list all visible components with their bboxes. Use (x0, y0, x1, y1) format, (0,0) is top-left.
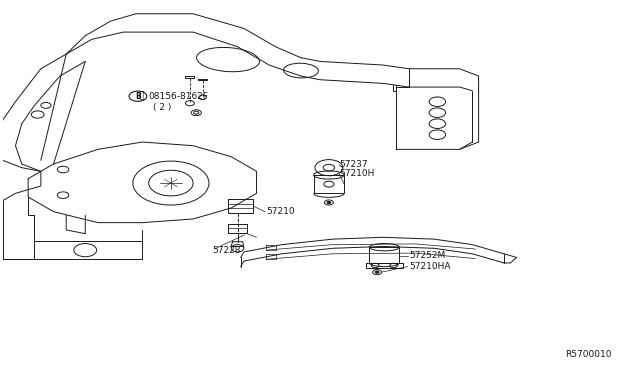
Text: R5700010: R5700010 (565, 350, 612, 359)
Text: 57228: 57228 (212, 246, 241, 254)
Text: 57210H: 57210H (339, 169, 374, 178)
Text: Ⓑ: Ⓑ (138, 92, 144, 101)
Text: 57237: 57237 (339, 160, 367, 169)
Text: ( 2 ): ( 2 ) (153, 103, 172, 112)
Text: B: B (135, 92, 141, 101)
Text: 57210: 57210 (266, 207, 294, 216)
Text: 57210HA: 57210HA (409, 262, 451, 271)
Text: 08156-8162F: 08156-8162F (148, 92, 209, 101)
Text: 57252M: 57252M (409, 251, 445, 260)
Circle shape (375, 271, 379, 273)
Circle shape (327, 201, 331, 203)
